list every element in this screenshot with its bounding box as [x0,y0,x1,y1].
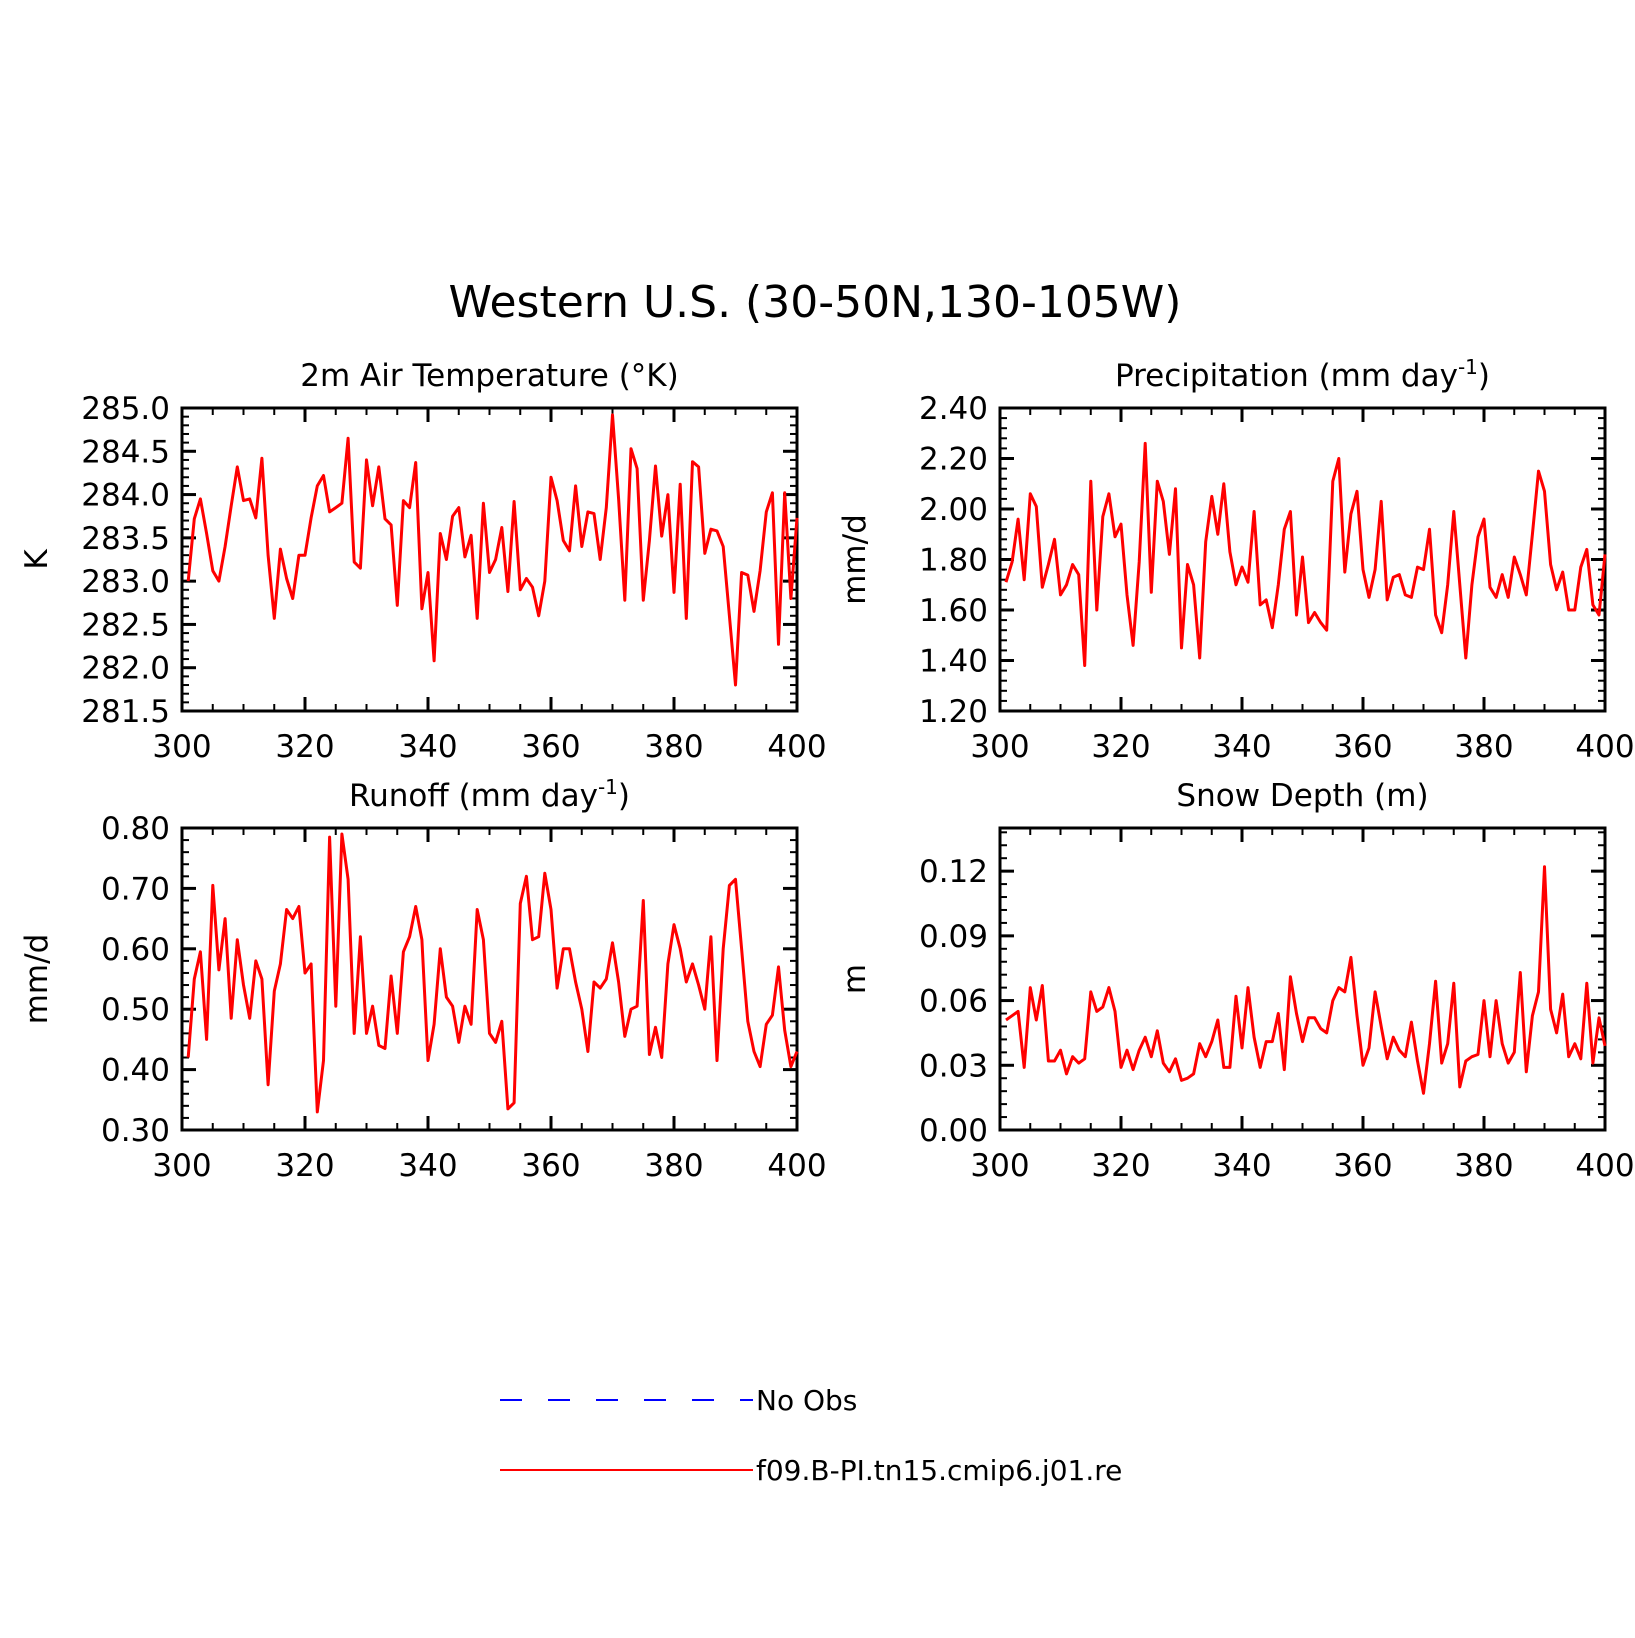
x-tick-label: 380 [644,1148,703,1184]
y-tick-label: 0.00 [919,1113,988,1149]
y-axis-label: m [837,964,873,994]
y-tick-label: 0.06 [919,984,988,1020]
y-tick-label: 0.30 [101,1113,170,1149]
y-tick-label: 283.5 [81,521,170,557]
x-tick-label: 320 [1091,1148,1150,1184]
y-tick-label: 2.00 [919,492,988,528]
series-line [186,413,799,687]
panel-title: Precipitation (mm day-1) [1115,355,1490,394]
x-tick-label: 340 [398,729,457,765]
panel-title: 2m Air Temperature (°K) [300,358,678,394]
x-tick-label: 320 [1091,729,1150,765]
y-axis-label: K [19,549,55,570]
series-line [186,832,799,1114]
plot-frame [180,826,799,1132]
x-tick-label: 400 [767,729,826,765]
legend: No Obs f09.B-PI.tn15.cmip6.j01.re [500,1384,1122,1487]
x-tick-label: 360 [521,729,580,765]
x-tick-label: 320 [275,729,334,765]
y-axis-label: mm/d [837,514,873,605]
x-tick-label: 380 [1454,729,1513,765]
x-tick-label: 300 [970,1148,1029,1184]
y-tick-label: 0.40 [101,1053,170,1089]
panels-group: 2m Air Temperature (°K) K 300 320 340 360 380 4… [19,355,1635,1184]
x-tick-label: 340 [398,1148,457,1184]
y-tick-label: 284.0 [81,478,170,514]
y-tick-label: 0.60 [101,932,170,968]
y-tick-label: 0.03 [919,1048,988,1084]
y-tick-label: 282.5 [81,607,170,643]
y-tick-label: 2.40 [919,391,988,427]
x-tick-label: 380 [644,729,703,765]
x-tick-label: 360 [1333,729,1392,765]
legend-label: f09.B-PI.tn15.cmip6.j01.re [756,1454,1122,1487]
legend-label: No Obs [756,1384,857,1417]
panel-runoff: Runoff (mm day-1) mm/d 300 320 340 360 380 400 0… [19,775,827,1184]
y-tick-label: 1.60 [919,593,988,629]
x-tick-label: 300 [152,1148,211,1184]
panel-title: Snow Depth (m) [1176,778,1428,814]
panel-temperature: 2m Air Temperature (°K) K 300 320 340 360 380 4… [19,358,827,765]
y-tick-label: 0.80 [101,811,170,847]
y-tick-label: 0.50 [101,992,170,1028]
y-axis-label: mm/d [19,934,55,1025]
y-tick-label: 0.12 [919,854,988,890]
x-tick-label: 340 [1212,729,1271,765]
x-tick-label: 300 [970,729,1029,765]
y-tick-label: 284.5 [81,434,170,470]
x-tick-label: 300 [152,729,211,765]
x-tick-label: 320 [275,1148,334,1184]
y-tick-label: 2.20 [919,442,988,478]
series-line [1004,441,1607,667]
x-tick-label: 380 [1454,1148,1513,1184]
y-tick-label: 285.0 [81,391,170,427]
x-tick-label: 360 [1333,1148,1392,1184]
y-tick-label: 0.70 [101,871,170,907]
figure-title: Western U.S. (30-50N,130-105W) [449,277,1182,328]
panel-snow-depth: Snow Depth (m) m 300 320 340 360 380 400 0.00 0.0… [837,778,1635,1184]
panel-title: Runoff (mm day-1) [349,775,630,814]
y-tick-label: 0.09 [919,919,988,955]
y-tick-label: 1.20 [919,694,988,730]
x-tick-label: 360 [521,1148,580,1184]
y-tick-label: 1.40 [919,644,988,680]
x-tick-label: 400 [1575,729,1634,765]
y-tick-label: 283.0 [81,564,170,600]
x-tick-label: 400 [1575,1148,1634,1184]
y-tick-label: 282.0 [81,651,170,687]
x-tick-label: 400 [767,1148,826,1184]
panel-precipitation: Precipitation (mm day-1) mm/d 300 320 340 360… [837,355,1635,765]
plot-frame [998,826,1607,1132]
y-tick-label: 1.80 [919,543,988,579]
series-line [1005,865,1607,1095]
y-tick-label: 281.5 [81,694,170,730]
x-tick-label: 340 [1212,1148,1271,1184]
